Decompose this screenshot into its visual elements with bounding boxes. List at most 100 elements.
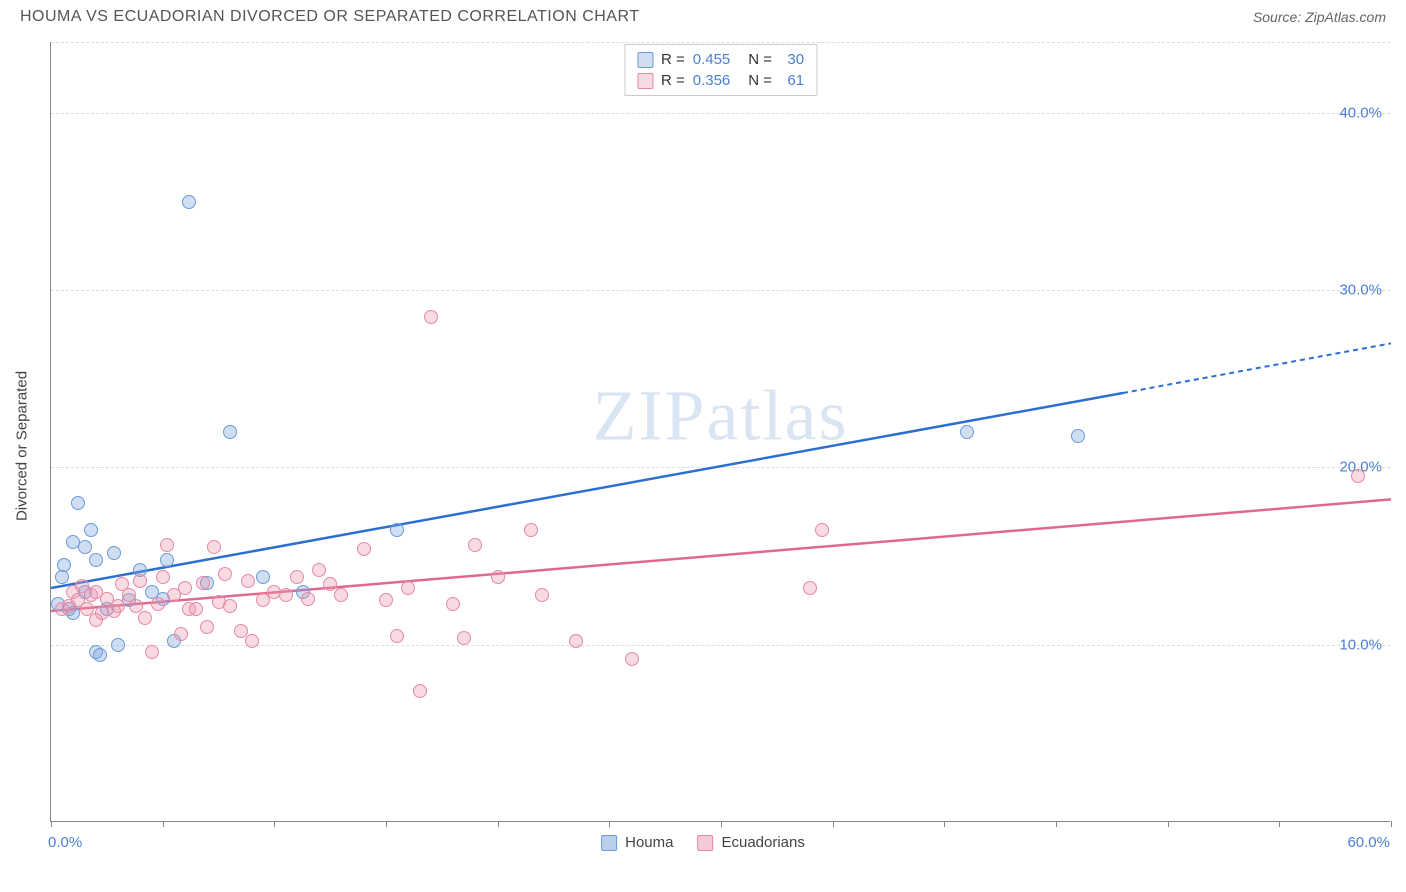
chart-title: HOUMA VS ECUADORIAN DIVORCED OR SEPARATE…: [20, 8, 640, 26]
x-tick: [609, 821, 610, 827]
data-point: [93, 648, 107, 662]
legend-item-houma: Houma: [601, 834, 673, 851]
swatch-houma: [601, 835, 617, 851]
data-point: [196, 576, 210, 590]
data-point: [524, 523, 538, 537]
x-tick: [1279, 821, 1280, 827]
legend-bottom: Houma Ecuadorians: [601, 834, 805, 851]
y-tick-label: 30.0%: [1339, 282, 1382, 299]
data-point: [241, 574, 255, 588]
x-tick: [1391, 821, 1392, 827]
data-point: [457, 631, 471, 645]
trend-line-dash: [1123, 343, 1391, 393]
x-tick: [163, 821, 164, 827]
gridline: [51, 113, 1390, 114]
chart-header: HOUMA VS ECUADORIAN DIVORCED OR SEPARATE…: [0, 0, 1406, 30]
data-point: [256, 570, 270, 584]
n-label: N =: [748, 72, 772, 89]
data-point: [78, 540, 92, 554]
legend-label-houma: Houma: [625, 834, 673, 851]
x-tick: [386, 821, 387, 827]
data-point: [129, 599, 143, 613]
data-point: [200, 620, 214, 634]
data-point: [71, 496, 85, 510]
gridline: [51, 290, 1390, 291]
data-point: [334, 588, 348, 602]
swatch-icon: [637, 52, 653, 68]
data-point: [111, 599, 125, 613]
x-tick: [498, 821, 499, 827]
data-point: [446, 597, 460, 611]
n-label: N =: [748, 51, 772, 68]
data-point: [279, 588, 293, 602]
data-point: [569, 634, 583, 648]
n-value: 30: [780, 51, 804, 68]
data-point: [133, 574, 147, 588]
data-point: [815, 523, 829, 537]
x-tick: [833, 821, 834, 827]
chart-plot-area: ZIPatlas 10.0%20.0%30.0%40.0%R =0.455N =…: [50, 42, 1390, 822]
trendlines-svg: [51, 42, 1391, 822]
x-axis-max-label: 60.0%: [1347, 834, 1390, 851]
data-point: [1071, 429, 1085, 443]
data-point: [625, 652, 639, 666]
legend-stats-box: R = 0.455 N = 30 R = 0.356 N = 61: [624, 44, 817, 96]
watermark: ZIPatlas: [593, 374, 849, 457]
trend-line: [51, 499, 1391, 611]
data-point: [218, 567, 232, 581]
data-point: [151, 597, 165, 611]
data-point: [57, 558, 71, 572]
data-point: [357, 542, 371, 556]
data-point: [301, 592, 315, 606]
data-point: [138, 611, 152, 625]
r-label: R =: [661, 72, 685, 89]
data-point: [401, 581, 415, 595]
data-point: [323, 577, 337, 591]
gridline: [51, 467, 1390, 468]
r-label: R =: [661, 51, 685, 68]
data-point: [207, 540, 221, 554]
data-point: [424, 310, 438, 324]
chart-source: Source: ZipAtlas.com: [1253, 9, 1386, 25]
y-tick-label: 10.0%: [1339, 636, 1382, 653]
data-point: [468, 538, 482, 552]
x-tick: [1056, 821, 1057, 827]
swatch-ecuadorians: [697, 835, 713, 851]
data-point: [84, 523, 98, 537]
data-point: [1351, 469, 1365, 483]
data-point: [390, 523, 404, 537]
data-point: [174, 627, 188, 641]
legend-item-ecuadorians: Ecuadorians: [697, 834, 804, 851]
data-point: [160, 538, 174, 552]
data-point: [107, 546, 121, 560]
data-point: [245, 634, 259, 648]
data-point: [803, 581, 817, 595]
data-point: [182, 195, 196, 209]
data-point: [55, 570, 69, 584]
data-point: [223, 599, 237, 613]
x-tick: [1168, 821, 1169, 827]
legend-stats-row: R = 0.455 N = 30: [637, 49, 804, 70]
x-tick: [51, 821, 52, 827]
data-point: [290, 570, 304, 584]
n-value: 61: [780, 72, 804, 89]
data-point: [234, 624, 248, 638]
data-point: [491, 570, 505, 584]
data-point: [156, 570, 170, 584]
data-point: [178, 581, 192, 595]
legend-stats-row: R = 0.356 N = 61: [637, 70, 804, 91]
gridline: [51, 42, 1390, 43]
data-point: [111, 638, 125, 652]
data-point: [390, 629, 404, 643]
data-point: [379, 593, 393, 607]
swatch-icon: [637, 73, 653, 89]
data-point: [145, 645, 159, 659]
r-value: 0.356: [693, 72, 731, 89]
data-point: [223, 425, 237, 439]
x-tick: [721, 821, 722, 827]
data-point: [312, 563, 326, 577]
x-tick: [944, 821, 945, 827]
r-value: 0.455: [693, 51, 731, 68]
y-axis-label: Divorced or Separated: [14, 371, 31, 521]
x-axis-min-label: 0.0%: [48, 834, 82, 851]
